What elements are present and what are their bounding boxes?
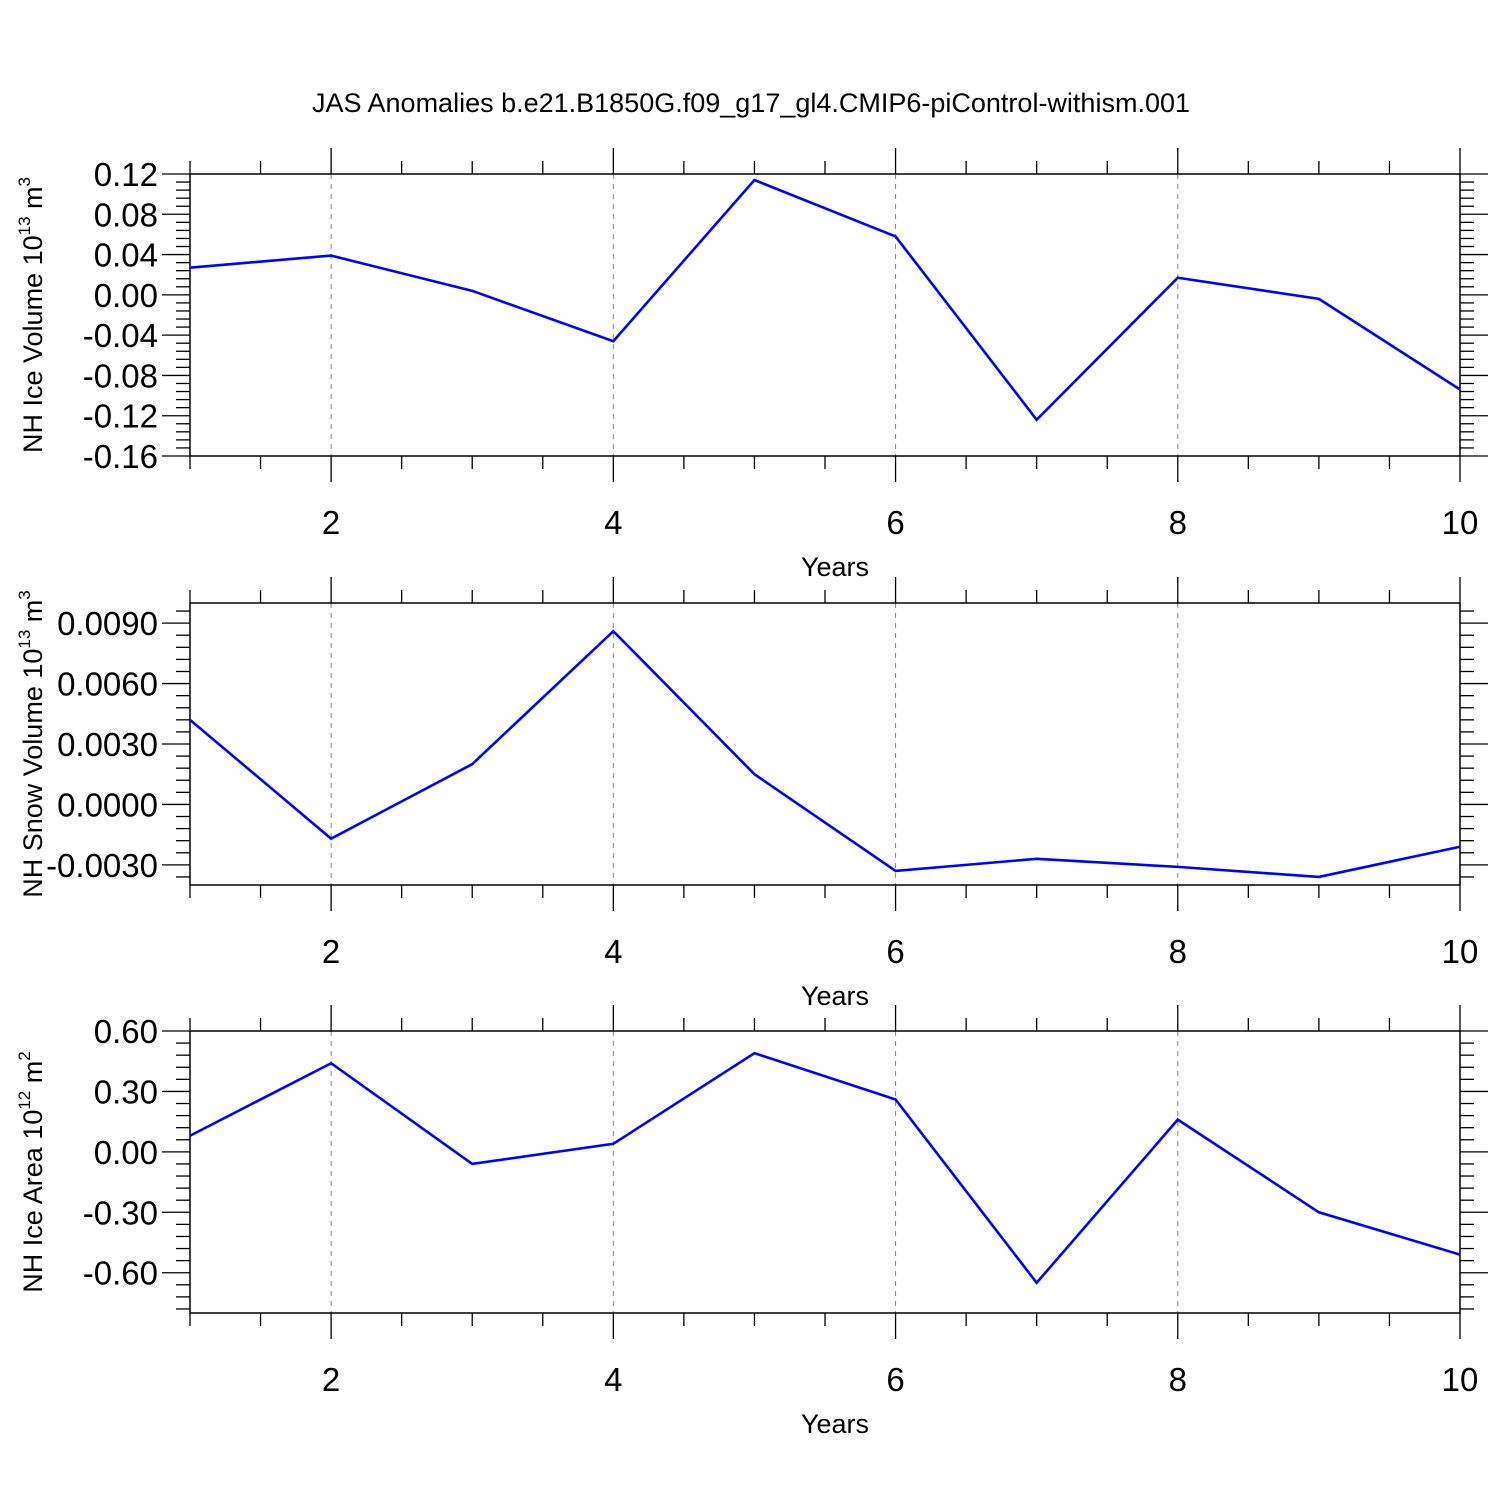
x-tick-label: 8 [1169, 1361, 1187, 1398]
y-tick-label: 0.0060 [57, 666, 158, 703]
y-tick-label: -0.0030 [46, 847, 158, 884]
x-tick-label: 8 [1169, 933, 1187, 970]
y-axis-label: NH Snow Volume 1013 m3 [15, 590, 48, 898]
x-tick-label: 6 [886, 933, 904, 970]
panel-3: 2 4 6 8 10 Years 0.60 0.30 0.00 -0.30 -0.60 NH Ice … [15, 1005, 1488, 1439]
plot-frame [190, 174, 1460, 456]
y-tick-label: -0.04 [83, 317, 158, 354]
y-tick-label: -0.30 [83, 1194, 158, 1231]
data-line [190, 631, 1460, 877]
x-tick-label: 2 [322, 504, 340, 541]
x-tick-label: 2 [322, 933, 340, 970]
x-tick-label: 8 [1169, 504, 1187, 541]
y-tick-label: -0.60 [83, 1255, 158, 1292]
x-tick-label: 10 [1442, 504, 1479, 541]
y-tick-label: 0.0000 [57, 786, 158, 823]
panel-1: 2 4 6 8 10 Years 0.120.08 0.040.00-0.04-0.08 -0.… [15, 148, 1488, 582]
y-tick-label: -0.16 [83, 438, 158, 475]
chart-title: JAS Anomalies b.e21.B1850G.f09_g17_gl4.C… [312, 88, 1190, 118]
x-tick-label: 2 [322, 1361, 340, 1398]
x-tick-label: 4 [604, 504, 622, 541]
x-tick-label: 4 [604, 933, 622, 970]
x-tick-label: 10 [1442, 1361, 1479, 1398]
x-tick-label: 6 [886, 504, 904, 541]
y-tick-label: 0.04 [94, 237, 158, 274]
x-tick-label: 6 [886, 1361, 904, 1398]
data-line [190, 180, 1460, 420]
plot-frame [190, 1031, 1460, 1313]
y-tick-label: 0.00 [94, 1134, 158, 1171]
y-tick-label: 0.00 [94, 277, 158, 314]
panel-2: 2 4 6 8 10 Years 0.0090 0.0060 0.0030 0.0000 -0.00… [15, 577, 1488, 1011]
y-tick-label: 0.0090 [57, 605, 158, 642]
y-tick-label: -0.12 [83, 398, 158, 435]
data-line [190, 1053, 1460, 1283]
y-tick-label: -0.08 [83, 357, 158, 394]
x-axis-label: Years [801, 1409, 869, 1439]
y-axis-label: NH Ice Volume 1013 m3 [15, 177, 48, 453]
y-tick-label: 0.08 [94, 196, 158, 233]
y-axis-label: NH Ice Area 1012 m2 [15, 1051, 48, 1292]
y-tick-label: 0.12 [94, 156, 158, 193]
x-axis-label: Years [801, 981, 869, 1011]
x-tick-label: 4 [604, 1361, 622, 1398]
plot-frame [190, 603, 1460, 885]
y-tick-label: 0.30 [94, 1073, 158, 1110]
x-axis-label: Years [801, 552, 869, 582]
y-tick-label: 0.0030 [57, 726, 158, 763]
y-tick-label: 0.60 [94, 1013, 158, 1050]
x-tick-label: 10 [1442, 933, 1479, 970]
